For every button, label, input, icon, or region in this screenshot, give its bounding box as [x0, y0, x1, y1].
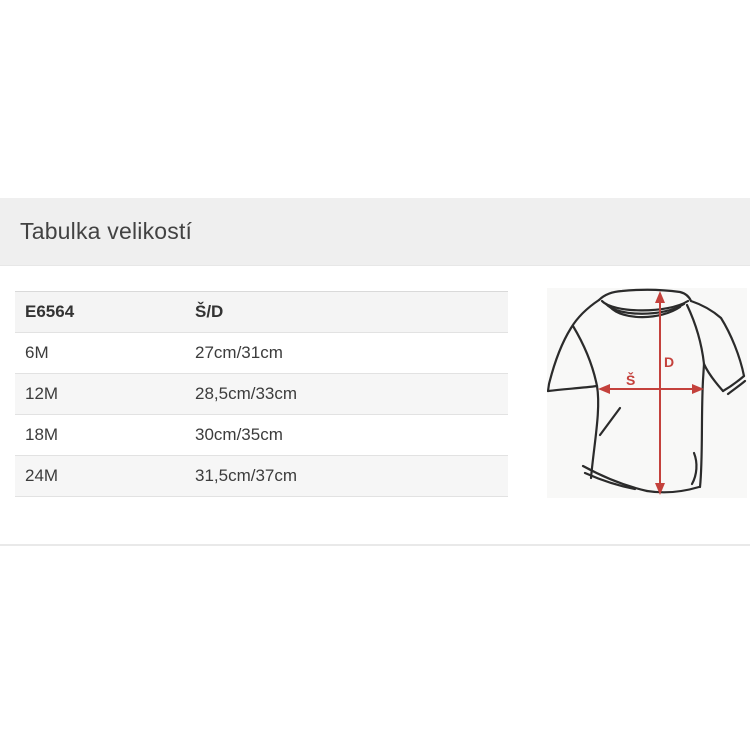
dimensions-header: Š/D — [185, 291, 508, 333]
size-cell: 18M — [15, 414, 185, 456]
length-arrow-head-bottom — [655, 483, 665, 495]
tshirt-outline-drawing — [547, 288, 747, 494]
section-divider — [0, 544, 750, 546]
size-table: E6564 Š/D 6M 27cm/31cm 12M 28,5cm/33cm 1… — [15, 291, 508, 497]
product-code-header: E6564 — [15, 291, 185, 333]
table-row: 12M 28,5cm/33cm — [15, 373, 508, 415]
size-chart-title-bar: Tabulka velikostí — [0, 198, 750, 266]
dimensions-cell: 28,5cm/33cm — [185, 373, 508, 415]
dimensions-cell: 27cm/31cm — [185, 332, 508, 374]
tshirt-diagram-svg: D Š — [547, 288, 747, 495]
section-title: Tabulka velikostí — [20, 218, 193, 244]
length-arrow-head-top — [655, 291, 665, 303]
size-cell: 12M — [15, 373, 185, 415]
width-arrow-label: Š — [626, 371, 635, 388]
dimensions-cell: 31,5cm/37cm — [185, 455, 508, 497]
table-row: 18M 30cm/35cm — [15, 414, 508, 456]
tshirt-size-diagram: D Š — [547, 288, 747, 498]
dimensions-cell: 30cm/35cm — [185, 414, 508, 456]
table-row: 6M 27cm/31cm — [15, 332, 508, 374]
size-cell: 6M — [15, 332, 185, 374]
width-arrow-head-right — [692, 384, 704, 394]
length-arrow-label: D — [664, 354, 674, 370]
width-arrow-head-left — [598, 384, 610, 394]
table-row: 24M 31,5cm/37cm — [15, 455, 508, 497]
size-cell: 24M — [15, 455, 185, 497]
size-table-header-row: E6564 Š/D — [15, 291, 508, 333]
